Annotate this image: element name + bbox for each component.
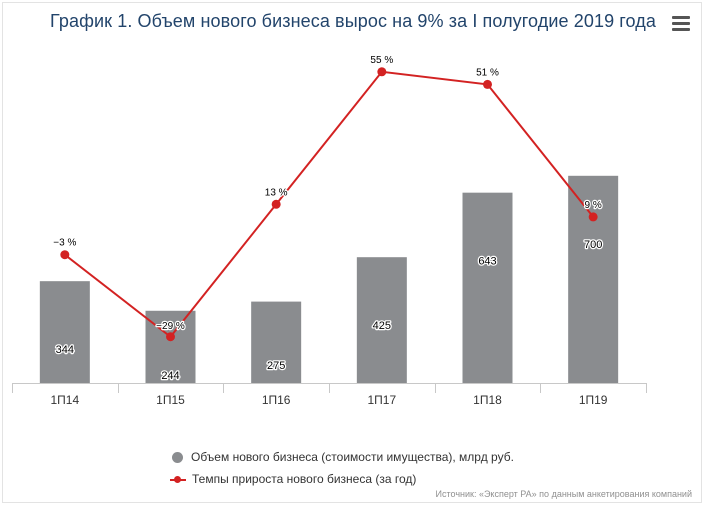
growth-point-1П15[interactable] [166, 332, 175, 342]
growth-point-1П18[interactable] [483, 79, 492, 89]
bar-value-label: 643 [478, 256, 496, 268]
bar-1П14[interactable] [39, 281, 90, 383]
chart-plot: 1П14 1П15 1П16 1П17 1П18 1П19 344 244 275 425 643… [12, 54, 647, 407]
growth-value-label: 13 % [265, 187, 288, 198]
growth-value-label: −29 % [156, 321, 185, 332]
growth-value-label: 9 % [585, 200, 602, 211]
growth-point-1П14[interactable] [60, 250, 70, 260]
x-tick-label: 1П14 [51, 393, 80, 407]
legend-bar-swatch [172, 451, 183, 463]
growth-point-1П19[interactable] [588, 212, 598, 222]
x-tick-label: 1П17 [368, 393, 397, 407]
growth-point-1П16[interactable] [271, 199, 281, 209]
x-tick-label: 1П19 [579, 393, 608, 407]
legend-item-bars[interactable]: Объем нового бизнеса (стоимости имуществ… [170, 446, 514, 468]
hamburger-menu-icon[interactable] [672, 16, 690, 32]
legend-line-label: Темпы прироста нового бизнеса (за год) [192, 472, 417, 486]
legend-line-swatch [170, 474, 186, 485]
growth-value-label: 51 % [476, 67, 499, 78]
bar-1П19[interactable] [568, 175, 619, 383]
growth-value-label: −3 % [53, 238, 76, 249]
bar-value-label: 700 [584, 239, 602, 251]
x-tick-label: 1П18 [473, 393, 502, 407]
growth-value-label: 55 % [370, 55, 393, 66]
legend-bars-label: Объем нового бизнеса (стоимости имуществ… [191, 450, 514, 464]
bar-value-label: 275 [267, 360, 285, 372]
legend: Объем нового бизнеса (стоимости имуществ… [170, 446, 514, 490]
x-tick-label: 1П15 [156, 393, 185, 407]
growth-point-1П17[interactable] [377, 67, 387, 77]
bar-value-label: 244 [161, 370, 179, 382]
bar-1П17[interactable] [356, 257, 407, 383]
legend-item-line[interactable]: Темпы прироста нового бизнеса (за год) [170, 468, 514, 490]
bar-value-label: 344 [56, 344, 74, 356]
bar-value-label: 425 [373, 320, 391, 332]
bar-1П16[interactable] [251, 301, 302, 383]
x-tick-label: 1П16 [262, 393, 291, 407]
chart-title: График 1. Объем нового бизнеса вырос на … [50, 11, 656, 31]
bar-1П18[interactable] [462, 192, 513, 383]
source-note: Источник: «Эксперт РА» по данным анкетир… [435, 489, 692, 499]
growth-line [64, 70, 594, 339]
